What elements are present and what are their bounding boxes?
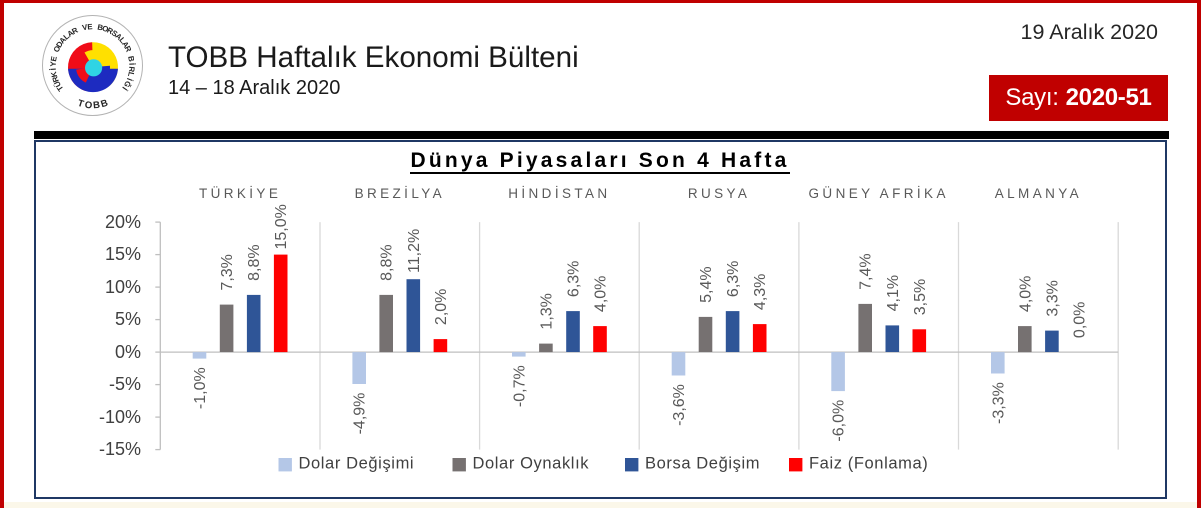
svg-text:R: R bbox=[70, 25, 79, 36]
svg-text:RUSYA: RUSYA bbox=[688, 186, 751, 201]
svg-text:-3,3%: -3,3% bbox=[990, 382, 1007, 424]
svg-text:R: R bbox=[127, 66, 136, 73]
svg-text:-3,6%: -3,6% bbox=[671, 384, 688, 426]
svg-text:Borsa Değişim: Borsa Değişim bbox=[645, 454, 760, 472]
svg-text:BREZİLYA: BREZİLYA bbox=[355, 186, 445, 201]
svg-text:5,4%: 5,4% bbox=[698, 266, 715, 302]
svg-text:-5%: -5% bbox=[109, 374, 141, 394]
svg-text:Dolar Değişimi: Dolar Değişimi bbox=[299, 454, 415, 472]
svg-text:B: B bbox=[93, 100, 101, 112]
svg-text:S: S bbox=[110, 28, 119, 38]
svg-text:20%: 20% bbox=[105, 212, 141, 232]
svg-text:4,1%: 4,1% bbox=[885, 275, 902, 311]
svg-text:3,3%: 3,3% bbox=[1044, 280, 1061, 316]
svg-text:İ: İ bbox=[49, 68, 58, 71]
svg-text:B: B bbox=[99, 98, 109, 111]
svg-text:K: K bbox=[49, 70, 59, 78]
svg-text:10%: 10% bbox=[105, 277, 141, 297]
svg-text:4,0%: 4,0% bbox=[1017, 276, 1034, 312]
svg-text:E: E bbox=[87, 22, 93, 31]
svg-text:-10%: -10% bbox=[99, 407, 141, 427]
svg-text:4,0%: 4,0% bbox=[593, 276, 610, 312]
svg-text:B: B bbox=[97, 23, 105, 33]
svg-text:7,3%: 7,3% bbox=[219, 254, 236, 290]
svg-text:15%: 15% bbox=[105, 244, 141, 264]
svg-text:4,3%: 4,3% bbox=[752, 274, 769, 310]
svg-text:Ü: Ü bbox=[52, 79, 63, 88]
svg-text:7,4%: 7,4% bbox=[858, 253, 875, 289]
svg-text:-6,0%: -6,0% bbox=[831, 400, 848, 442]
svg-text:O: O bbox=[84, 100, 93, 112]
svg-text:A: A bbox=[57, 35, 68, 45]
svg-text:-1,0%: -1,0% bbox=[192, 367, 209, 409]
svg-text:GÜNEY AFRİKA: GÜNEY AFRİKA bbox=[809, 186, 949, 201]
svg-text:İ: İ bbox=[125, 77, 134, 82]
svg-text:15,0%: 15,0% bbox=[273, 204, 290, 249]
svg-text:ALMANYA: ALMANYA bbox=[995, 186, 1082, 201]
svg-text:8,8%: 8,8% bbox=[379, 244, 396, 280]
svg-text:6,3%: 6,3% bbox=[566, 261, 583, 297]
svg-text:0,0%: 0,0% bbox=[1072, 302, 1089, 338]
svg-text:L: L bbox=[62, 32, 72, 42]
svg-text:V: V bbox=[81, 22, 89, 32]
svg-text:A: A bbox=[114, 31, 124, 42]
svg-text:6,3%: 6,3% bbox=[725, 261, 742, 297]
svg-text:2,0%: 2,0% bbox=[433, 289, 450, 325]
svg-text:Dolar Oynaklık: Dolar Oynaklık bbox=[473, 454, 590, 472]
svg-text:3,5%: 3,5% bbox=[912, 279, 929, 315]
svg-text:B: B bbox=[126, 55, 136, 63]
svg-text:-4,9%: -4,9% bbox=[352, 393, 369, 435]
svg-text:R: R bbox=[50, 75, 61, 84]
svg-text:D: D bbox=[54, 39, 65, 49]
svg-text:5%: 5% bbox=[115, 309, 141, 329]
svg-text:-15%: -15% bbox=[99, 439, 141, 459]
svg-text:8,8%: 8,8% bbox=[246, 244, 263, 280]
svg-text:L: L bbox=[126, 71, 136, 78]
svg-text:E: E bbox=[49, 55, 59, 62]
svg-text:Dünya Piyasaları Son 4 Hafta: Dünya Piyasaları Son 4 Hafta bbox=[410, 149, 789, 172]
svg-text:A: A bbox=[120, 40, 131, 50]
svg-text:İ: İ bbox=[120, 85, 129, 92]
svg-text:R: R bbox=[106, 26, 115, 37]
svg-text:1,3%: 1,3% bbox=[538, 293, 555, 329]
svg-text:A: A bbox=[66, 28, 76, 39]
svg-text:0%: 0% bbox=[115, 342, 141, 362]
svg-text:T: T bbox=[76, 98, 85, 110]
svg-text:R: R bbox=[123, 45, 134, 54]
svg-text:Y: Y bbox=[49, 60, 58, 66]
svg-text:T: T bbox=[55, 84, 65, 93]
svg-text:O: O bbox=[52, 44, 63, 53]
svg-text:İ: İ bbox=[127, 63, 136, 66]
svg-text:Ğ: Ğ bbox=[122, 79, 133, 89]
svg-text:TÜRKİYE: TÜRKİYE bbox=[199, 186, 281, 201]
svg-text:Faiz (Fonlama): Faiz (Fonlama) bbox=[809, 454, 928, 472]
svg-text:-0,7%: -0,7% bbox=[511, 365, 528, 407]
svg-text:O: O bbox=[101, 24, 110, 34]
svg-text:11,2%: 11,2% bbox=[406, 229, 423, 273]
svg-text:HİNDİSTAN: HİNDİSTAN bbox=[508, 186, 610, 201]
svg-text:L: L bbox=[117, 36, 127, 46]
